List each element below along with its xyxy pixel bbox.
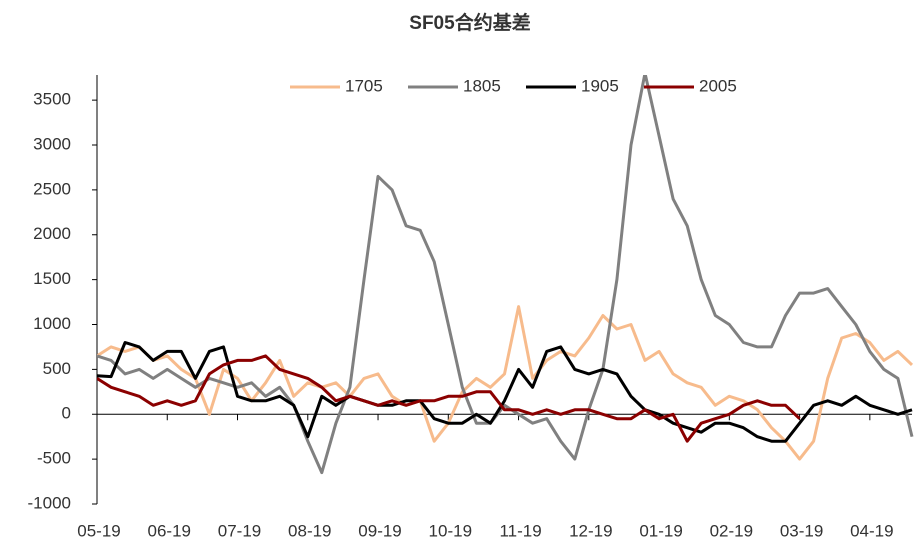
x-tick-label: 05-19 — [77, 521, 120, 540]
y-tick-label: 3000 — [33, 134, 71, 153]
legend-label: 2005 — [699, 76, 737, 95]
legend-label: 1905 — [581, 76, 619, 95]
y-tick-label: -500 — [37, 449, 71, 468]
y-tick-label: 1000 — [33, 314, 71, 333]
legend-label: 1705 — [345, 76, 383, 95]
y-tick-label: 500 — [43, 359, 71, 378]
y-tick-label: 3500 — [33, 90, 71, 109]
y-tick-label: 2000 — [33, 224, 71, 243]
x-tick-label: 10-19 — [429, 521, 472, 540]
series-line — [97, 341, 913, 443]
y-tick-label: 0 — [62, 404, 71, 423]
x-tick-label: 08-19 — [288, 521, 331, 540]
x-tick-label: 04-19 — [850, 521, 893, 540]
x-tick-label: 03-19 — [780, 521, 823, 540]
series-line — [97, 75, 914, 475]
x-tick-label: 09-19 — [358, 521, 401, 540]
chart-title: SF05合约基差 — [409, 11, 530, 34]
series-line — [97, 354, 801, 443]
y-tick-label: -1000 — [28, 493, 71, 512]
x-tick-label: 07-19 — [218, 521, 261, 540]
x-tick-label: 02-19 — [710, 521, 753, 540]
y-tick-label: 2500 — [33, 179, 71, 198]
y-tick-label: 1500 — [33, 269, 71, 288]
x-tick-label: 01-19 — [639, 521, 682, 540]
x-tick-label: 12-19 — [569, 521, 612, 540]
x-tick-label: 06-19 — [148, 521, 191, 540]
legend-label: 1805 — [463, 76, 501, 95]
x-tick-label: 11-19 — [499, 521, 541, 540]
